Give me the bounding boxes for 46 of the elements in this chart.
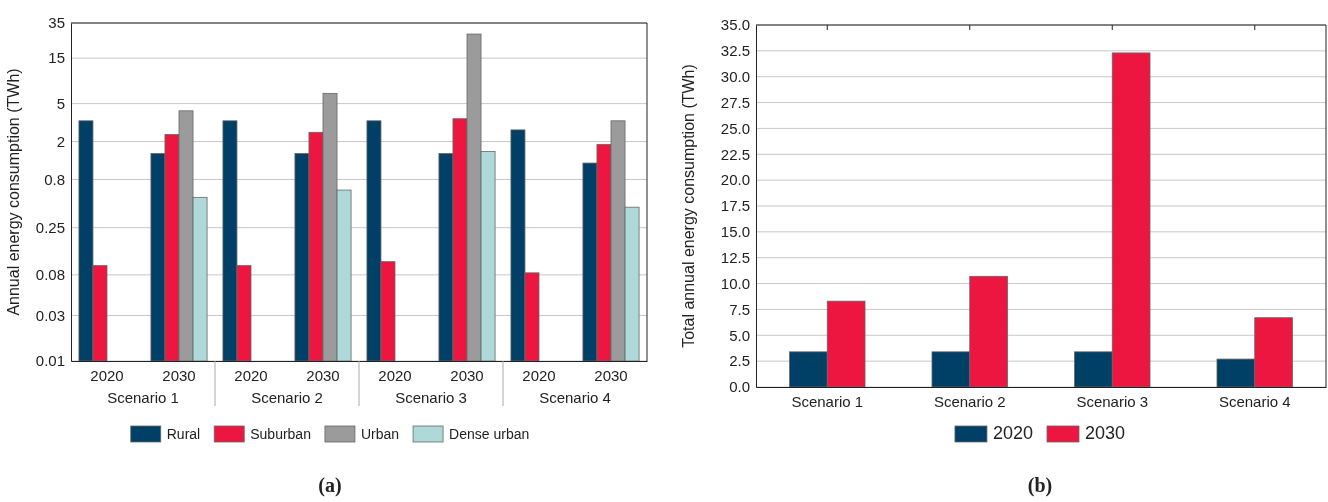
y-tick-label: 22.5 xyxy=(720,145,750,163)
legend-label: 2020 xyxy=(992,423,1033,443)
y-tick-label: 0.08 xyxy=(35,266,65,284)
y-tick-label: 2 xyxy=(56,132,65,150)
y-tick-label: 0.8 xyxy=(44,170,65,188)
y-tick-label: 2.5 xyxy=(729,352,750,370)
text: (a) xyxy=(318,474,342,497)
x-tick-label: 2030 xyxy=(594,366,628,384)
y-tick-label: 32.5 xyxy=(720,42,750,60)
y-tick-label: 10.0 xyxy=(720,274,750,292)
y-tick-label: 27.5 xyxy=(720,93,750,111)
legend-label: Urban xyxy=(360,426,400,442)
x-tick-label: 2030 xyxy=(450,366,484,384)
text: (b) xyxy=(1027,474,1053,497)
y-tick-label: 0.01 xyxy=(35,352,65,370)
y-tick-label: 15.0 xyxy=(720,223,750,241)
legend-label: Suburban xyxy=(250,426,311,442)
y-tick-label: 0.03 xyxy=(35,306,65,324)
x-tick-label: 2030 xyxy=(162,366,196,384)
y-tick-label: 7.5 xyxy=(729,300,750,318)
legend-label: Rural xyxy=(166,426,201,442)
y-tick-label: 25.0 xyxy=(720,119,750,137)
x-tick-label: Scenario 3 xyxy=(1076,392,1149,410)
y-tick-label: 15 xyxy=(48,49,65,67)
y-tick-label: 5 xyxy=(56,94,65,112)
y-tick-label: 12.5 xyxy=(720,249,750,267)
y-tick-label: 0.25 xyxy=(35,218,65,236)
y-tick-label: 35.0 xyxy=(720,16,750,34)
x-tick-label: 2020 xyxy=(522,366,556,384)
x-tick-label: Scenario 1 xyxy=(791,392,864,410)
y-axis-title: Annual energy consumption (TWh) xyxy=(5,68,22,316)
x-tick-label: Scenario 2 xyxy=(933,392,1006,410)
x-tick-label: Scenario 4 xyxy=(1218,392,1291,410)
y-tick-label: 0.0 xyxy=(729,378,750,396)
y-tick-label: 30.0 xyxy=(720,68,750,86)
x-tick-label: 2020 xyxy=(234,366,268,384)
y-tick-label: 5.0 xyxy=(729,326,750,344)
legend-label: Dense urban xyxy=(449,426,530,442)
x-tick-label: 2030 xyxy=(306,366,340,384)
legend-label: 2030 xyxy=(1085,423,1126,443)
y-tick-label: 17.5 xyxy=(720,197,750,215)
x-tick-label: 2020 xyxy=(90,366,124,384)
y-axis-title: Total annual energy consumption (TWh) xyxy=(680,64,697,348)
y-tick-label: 35 xyxy=(48,14,65,32)
y-tick-label: 20.0 xyxy=(720,171,750,189)
x-tick-label: 2020 xyxy=(378,366,412,384)
